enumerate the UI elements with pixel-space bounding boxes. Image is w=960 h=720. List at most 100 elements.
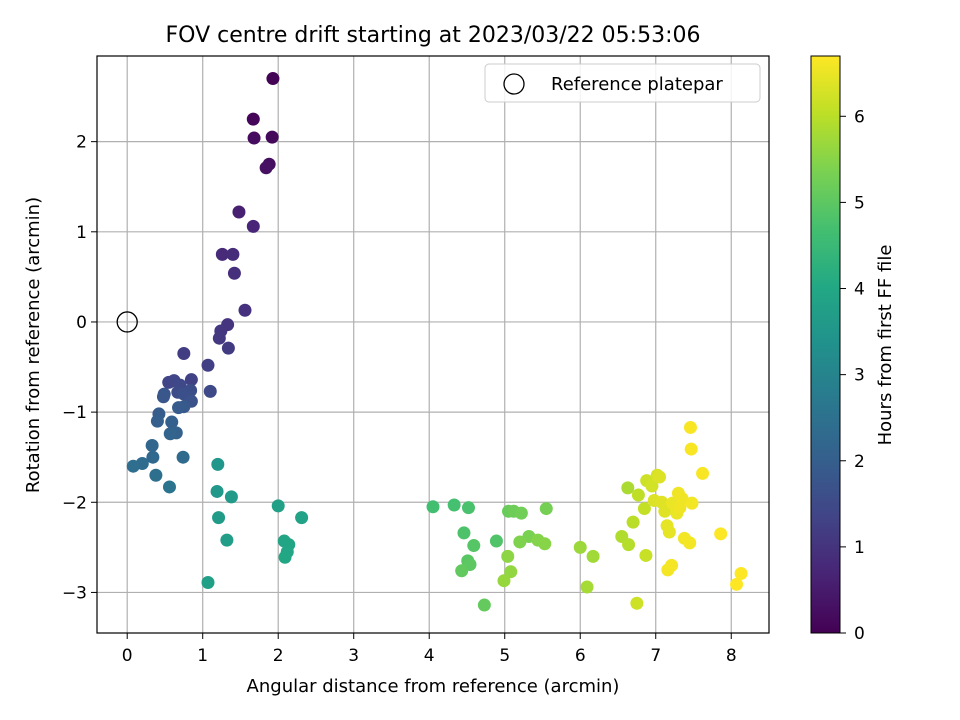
scatter-point xyxy=(163,427,177,441)
scatter-point xyxy=(457,526,471,540)
scatter-point xyxy=(165,415,179,429)
scatter-point xyxy=(162,480,176,494)
x-tick-label: 5 xyxy=(499,646,510,666)
reference-marker-layer xyxy=(116,311,138,333)
scatter-point xyxy=(221,341,235,355)
scatter-point xyxy=(685,496,699,510)
colorbar xyxy=(810,55,841,634)
scatter-point xyxy=(203,384,217,398)
y-tick-label: 0 xyxy=(76,313,87,333)
scatter-point xyxy=(126,459,140,473)
scatter-point xyxy=(730,577,744,591)
scatter-point xyxy=(172,401,186,415)
scatter-point xyxy=(259,161,273,175)
scatter-point xyxy=(156,390,170,404)
scatter-point xyxy=(184,373,198,387)
scatter-point xyxy=(538,537,552,551)
scatter-point xyxy=(146,450,160,464)
y-tick-label: −1 xyxy=(62,403,87,423)
scatter-point xyxy=(586,549,600,563)
scatter-point xyxy=(211,457,225,471)
scatter-point xyxy=(247,131,261,145)
scatter-point xyxy=(426,500,440,514)
scatter-point xyxy=(212,511,226,525)
scatter-point xyxy=(514,506,528,520)
scatter-point xyxy=(210,484,224,498)
scatter-point xyxy=(573,540,587,554)
scatter-point xyxy=(467,539,481,553)
scatter-point xyxy=(145,438,159,452)
scatter-point xyxy=(227,266,241,280)
y-tick-label: 2 xyxy=(76,133,87,153)
scatter-point xyxy=(734,566,748,580)
scatter-point xyxy=(224,490,238,504)
legend-reference-marker-icon xyxy=(503,73,525,95)
grid xyxy=(97,56,769,633)
scatter-point xyxy=(630,596,644,610)
scatter-point xyxy=(201,358,215,372)
scatter-point xyxy=(621,481,635,495)
scatter-point xyxy=(501,549,515,563)
scatter-point xyxy=(497,574,511,588)
y-tick-label: 1 xyxy=(76,223,87,243)
scatter-point xyxy=(295,511,309,525)
scatter-point xyxy=(246,219,260,233)
scatter-point xyxy=(673,501,687,515)
scatter-point xyxy=(683,420,697,434)
scatter-point xyxy=(714,527,728,541)
scatter-point xyxy=(220,533,234,547)
scatter-point xyxy=(176,450,190,464)
scatter-point xyxy=(215,247,229,261)
scatter-point xyxy=(631,488,645,502)
scatter-point xyxy=(684,442,698,456)
scatter-point xyxy=(461,501,475,515)
x-tick-label: 7 xyxy=(650,646,661,666)
x-axis-label: Angular distance from reference (arcmin) xyxy=(247,676,620,697)
y-tick-label: −3 xyxy=(62,583,87,603)
scatter-point xyxy=(683,536,697,550)
scatter-point xyxy=(489,534,503,548)
scatter-point xyxy=(696,466,710,480)
x-tick-label: 3 xyxy=(348,646,359,666)
scatter-point xyxy=(645,479,659,493)
scatter-point xyxy=(622,538,636,552)
x-tick-label: 1 xyxy=(197,646,208,666)
scatter-point xyxy=(504,565,518,579)
data-points xyxy=(126,72,748,612)
x-axis-ticks: 0 1 2 3 4 5 6 7 8 xyxy=(122,633,737,666)
scatter-point xyxy=(513,535,527,549)
x-tick-label: 0 xyxy=(122,646,133,666)
scatter-point xyxy=(447,498,461,512)
scatter-point xyxy=(271,499,285,513)
scatter-point xyxy=(278,550,292,564)
scatter-point xyxy=(477,598,491,612)
scatter-point xyxy=(653,470,667,484)
scatter-point xyxy=(246,112,260,126)
colorbar-ticks: 0 1 2 3 4 5 6 xyxy=(840,107,865,644)
legend-entry-reference-platepar: Reference platepar xyxy=(551,74,723,95)
scatter-point xyxy=(455,564,469,578)
scatter-point xyxy=(232,205,246,219)
scatter-point xyxy=(662,525,676,539)
reference-platepar-marker xyxy=(116,311,138,333)
scatter-point xyxy=(639,548,653,562)
scatter-point xyxy=(539,502,553,516)
legend: Reference platepar xyxy=(484,63,761,103)
scatter-point xyxy=(637,502,651,516)
colorbar-tick-label: 0 xyxy=(854,624,865,644)
scatter-point xyxy=(626,515,640,529)
colorbar-tick-label: 5 xyxy=(854,193,865,213)
y-tick-label: −2 xyxy=(62,493,87,513)
colorbar-tick-label: 2 xyxy=(854,452,865,472)
legend-box xyxy=(484,63,761,103)
colorbar-label: Hours from first FF file xyxy=(875,245,896,446)
colorbar-tick-label: 4 xyxy=(854,280,865,300)
y-axis-label: Rotation from reference (arcmin) xyxy=(23,197,44,493)
colorbar-tick-label: 3 xyxy=(854,366,865,386)
plot-area-frame xyxy=(96,55,770,634)
x-tick-label: 6 xyxy=(575,646,586,666)
scatter-point xyxy=(265,130,279,144)
scatter-point xyxy=(149,468,163,482)
chart-title: FOV centre drift starting at 2023/03/22 … xyxy=(166,23,701,48)
